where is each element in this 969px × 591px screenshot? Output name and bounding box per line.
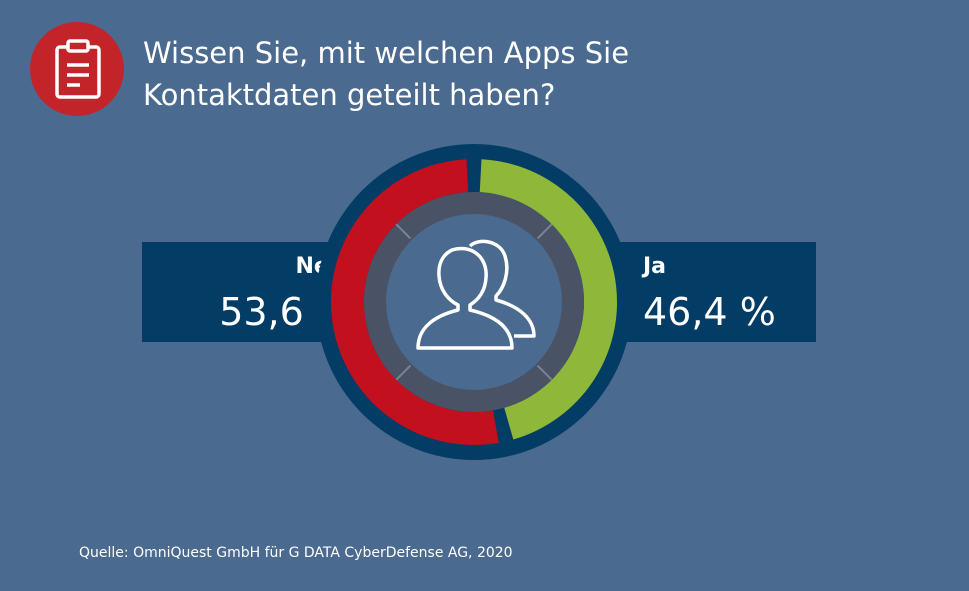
- slice-nein: [330, 159, 499, 446]
- clipboard-icon: [55, 39, 101, 99]
- ring-tick-4: [395, 223, 412, 240]
- clipboard-badge: [30, 22, 124, 116]
- slice-ja: [479, 159, 617, 440]
- category-label-ja: Ja: [643, 254, 667, 279]
- title-line-2: Kontaktdaten geteilt haben?: [143, 78, 556, 112]
- value-label-ja: 46,4 %: [643, 290, 776, 334]
- ring-tick-1: [536, 223, 553, 240]
- ring-tick-2: [536, 364, 553, 381]
- title-line-1: Wissen Sie, mit welchen Apps Sie: [143, 36, 630, 70]
- ring-ticks: [395, 223, 553, 381]
- page-title: Wissen Sie, mit welchen Apps Sie Kontakt…: [143, 32, 863, 116]
- users-icon: [416, 239, 536, 350]
- source-note: Quelle: OmniQuest GmbH für G DATA CyberD…: [79, 545, 513, 561]
- ring-tick-3: [395, 364, 412, 381]
